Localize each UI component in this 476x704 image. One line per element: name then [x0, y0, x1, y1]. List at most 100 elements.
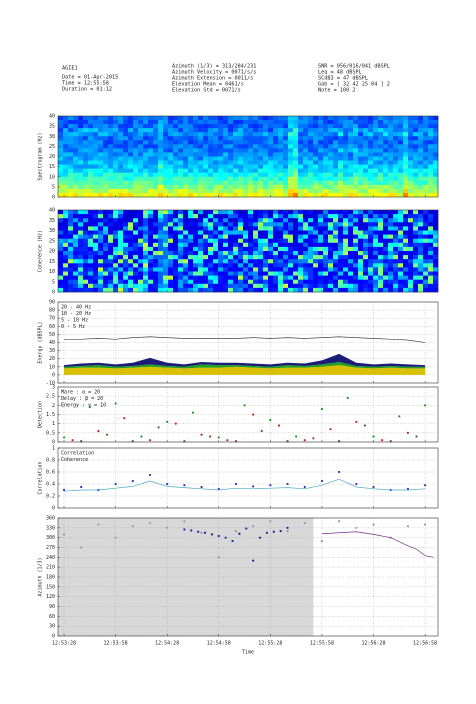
heatmap-cell: [68, 246, 74, 252]
heatmap-cell: [218, 116, 224, 121]
heatmap-cell: [393, 263, 399, 268]
heatmap-cell: [303, 222, 309, 227]
heatmap-cell: [298, 176, 304, 182]
heatmap-cell: [248, 132, 254, 137]
heatmap-cell: [278, 246, 284, 252]
heatmap-cell: [73, 168, 79, 173]
heatmap-cell: [408, 242, 414, 248]
heatmap-cell: [358, 144, 364, 149]
heatmap-cell: [88, 226, 94, 231]
heatmap-cell: [68, 287, 74, 293]
heatmap-cell: [428, 172, 434, 178]
heatmap-cell: [413, 230, 419, 235]
heatmap-cell: [108, 238, 114, 244]
heatmap-cell: [58, 210, 64, 215]
heatmap-cell: [78, 255, 84, 260]
heatmap-cell: [338, 275, 344, 280]
heatmap-cell: [133, 287, 139, 293]
heatmap-cell: [93, 242, 99, 248]
heatmap-cell: [363, 188, 369, 194]
heatmap-cell: [368, 148, 374, 153]
heatmap-cell: [263, 144, 269, 149]
heatmap-cell: [113, 271, 119, 276]
heatmap-cell: [278, 156, 284, 161]
heatmap-cell: [263, 148, 269, 153]
heatmap-cell: [183, 263, 189, 268]
heatmap-cell: [108, 184, 114, 190]
point: [286, 439, 289, 443]
heatmap-cell: [218, 136, 224, 141]
heatmap-cell: [343, 210, 349, 215]
heatmap-cell: [88, 192, 94, 198]
heatmap-cell: [223, 156, 229, 161]
heatmap-cell: [418, 192, 424, 198]
heatmap-cell: [363, 132, 369, 137]
point: [131, 439, 134, 443]
heatmap-cell: [358, 188, 364, 194]
heatmap-cell: [73, 116, 79, 121]
heatmap-cell: [153, 144, 159, 149]
heatmap-cell: [433, 226, 439, 231]
heatmap-cell: [253, 172, 259, 178]
heatmap-cell: [68, 132, 74, 137]
heatmap-cell: [338, 222, 344, 227]
heatmap-cell: [173, 180, 179, 186]
heatmap-cell: [178, 192, 184, 198]
heatmap-cell: [393, 238, 399, 244]
heatmap-cell: [153, 172, 159, 178]
heatmap-cell: [298, 267, 304, 272]
heatmap-cell: [428, 136, 434, 141]
heatmap-cell: [113, 238, 119, 244]
heatmap-cell: [93, 160, 99, 165]
heatmap-cell: [178, 180, 184, 186]
heatmap-cell: [328, 192, 334, 198]
heatmap-cell: [203, 180, 209, 186]
heatmap-cell: [323, 176, 329, 182]
heatmap-cell: [363, 180, 369, 186]
heatmap-cell: [343, 128, 349, 133]
heatmap-cell: [278, 180, 284, 186]
heatmap-cell: [173, 218, 179, 223]
heatmap-cell: [133, 180, 139, 186]
heatmap-cell: [303, 263, 309, 268]
heatmap-cell: [183, 267, 189, 272]
heatmap-cell: [113, 168, 119, 173]
heatmap-cell: [233, 172, 239, 178]
heatmap-cell: [153, 275, 159, 280]
heatmap-cell: [58, 184, 64, 190]
heatmap-cell: [98, 251, 104, 256]
heatmap-cell: [263, 156, 269, 161]
heatmap-cell: [128, 275, 134, 280]
heatmap-cell: [198, 279, 204, 285]
heatmap-cell: [358, 259, 364, 264]
heatmap-cell: [433, 164, 439, 169]
heatmap-cell: [273, 238, 279, 244]
heatmap-cell: [78, 184, 84, 190]
heatmap-cell: [308, 230, 314, 235]
heatmap-cell: [103, 192, 109, 198]
heatmap-cell: [368, 136, 374, 141]
heatmap-cell: [378, 283, 384, 289]
heatmap-cell: [88, 160, 94, 165]
heatmap-cell: [433, 188, 439, 194]
heatmap-cell: [393, 172, 399, 178]
heatmap-cell: [348, 246, 354, 252]
point: [406, 525, 410, 528]
heatmap-cell: [408, 116, 414, 121]
heatmap-cell: [293, 124, 299, 129]
heatmap-cell: [153, 226, 159, 231]
heatmap-cell: [243, 172, 249, 178]
heatmap-cell: [103, 287, 109, 293]
heatmap-cell: [398, 214, 404, 219]
heatmap-cell: [353, 251, 359, 256]
heatmap-cell: [213, 176, 219, 182]
heatmap-cell: [263, 255, 269, 260]
heatmap-cell: [368, 176, 374, 182]
heatmap-cell: [133, 140, 139, 145]
heatmap-cell: [348, 218, 354, 223]
heatmap-cell: [298, 120, 304, 125]
heatmap-cell: [243, 275, 249, 280]
heatmap-cell: [378, 156, 384, 161]
heatmap-cell: [248, 140, 254, 145]
heatmap-cell: [73, 234, 79, 239]
